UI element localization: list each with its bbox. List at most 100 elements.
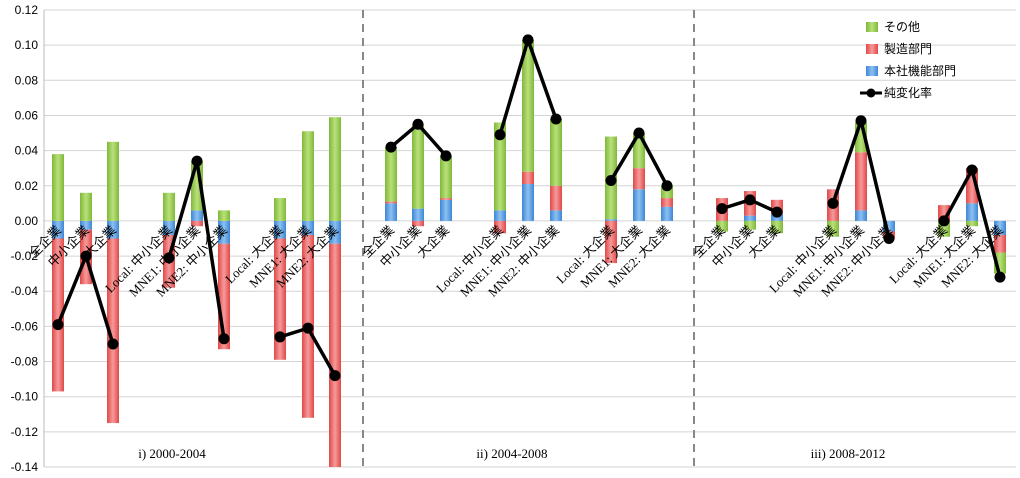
net-change-point: [661, 180, 673, 192]
bar-segment-other: [412, 124, 424, 209]
y-tick-label: 0.08: [15, 73, 39, 87]
bar-segment-hq: [107, 220, 119, 239]
bar-segment-hq: [412, 208, 424, 221]
bar-segment-manufacturing: [550, 185, 562, 211]
bar-segment-other: [385, 147, 397, 202]
legend-swatch-manufacturing: [866, 44, 878, 54]
bar-segment-hq: [440, 199, 452, 221]
bar-segment-manufacturing: [191, 220, 203, 227]
net-change-point: [771, 206, 783, 218]
bar-segment-manufacturing: [994, 234, 1006, 253]
bar-segment-manufacturing: [274, 238, 286, 360]
net-change-point: [716, 203, 728, 215]
y-tick-label: 0.02: [15, 179, 39, 193]
y-tick-label: -0.10: [11, 390, 39, 404]
bar-segment-other: [494, 122, 506, 211]
net-change-point: [385, 141, 397, 153]
net-change-point: [302, 322, 314, 334]
bar-segment-other: [302, 131, 314, 221]
bar-segment-manufacturing: [440, 198, 452, 200]
net-change-point: [80, 250, 92, 262]
bar-segment-hq: [883, 220, 895, 232]
bar-segment-hq: [661, 206, 673, 221]
legend-label-manufacturing: 製造部門: [884, 41, 932, 56]
net-change-point: [827, 197, 839, 209]
y-tick-label: -0.12: [11, 425, 39, 439]
bar-segment-manufacturing: [52, 238, 64, 392]
bar-segment-other: [744, 220, 756, 230]
bar-segment-other: [80, 192, 92, 221]
legend-label-net: 純変化率: [884, 85, 932, 100]
bar-segment-hq: [522, 184, 534, 221]
bar-segment-hq: [80, 220, 92, 230]
net-change-point: [329, 370, 341, 382]
category-label: 大企業: [414, 222, 452, 260]
net-change-point: [744, 194, 756, 206]
legend-swatch-hq: [866, 66, 878, 76]
bar-segment-hq: [329, 220, 341, 244]
net-change-point: [966, 164, 978, 176]
bar-segment-manufacturing: [385, 201, 397, 204]
bar-segment-hq: [994, 220, 1006, 235]
bar-segment-hq: [494, 210, 506, 221]
bar-segment-other: [550, 118, 562, 186]
y-tick-label: -0.14: [11, 460, 39, 474]
bar-segment-other: [274, 198, 286, 221]
y-tick-label: 0.06: [15, 108, 39, 122]
bar-segment-hq: [163, 220, 175, 235]
bar-segment-hq: [633, 189, 645, 221]
y-tick-label: 0.12: [15, 3, 39, 17]
bar-segment-manufacturing: [412, 220, 424, 227]
net-change-point: [994, 271, 1006, 283]
bar-segment-other: [966, 220, 978, 227]
net-change-point: [412, 118, 424, 130]
panel-titles: i) 2000-2004 ii) 2004-2008 iii) 2008-2012: [138, 446, 885, 461]
legend-swatch-other: [866, 22, 878, 32]
panel-title: i) 2000-2004: [138, 446, 206, 461]
bar-segment-manufacturing: [329, 243, 341, 467]
y-tick-label: -0.02: [11, 249, 39, 263]
net-change-point: [633, 127, 645, 139]
net-change-point: [107, 338, 119, 350]
y-tick-label: -0.06: [11, 319, 39, 333]
bar-segment-hq: [966, 203, 978, 221]
bar-segment-manufacturing: [107, 238, 119, 424]
net-change-point: [191, 155, 203, 167]
bar-segment-other: [52, 154, 64, 221]
bar-segment-hq: [855, 210, 867, 221]
y-axis: 0.12 0.10 0.08 0.06 0.04 0.02 0.00 -0.02 -0.04 -0…: [11, 3, 45, 474]
bar-segment-other: [440, 155, 452, 199]
panel-dividers: [362, 10, 695, 467]
net-change-point: [605, 174, 617, 186]
bar-segment-other: [218, 210, 230, 221]
bar-segment-manufacturing: [855, 152, 867, 211]
net-change-point: [522, 34, 534, 46]
y-tick-label: 0.10: [15, 38, 39, 52]
net-change-point: [274, 331, 286, 343]
bar-segment-other: [827, 220, 839, 237]
bar-segment-hq: [385, 203, 397, 221]
bar-segment-hq: [605, 219, 617, 221]
bar-segment-other: [522, 39, 534, 172]
bar-segment-hq: [274, 220, 286, 239]
bar-segment-manufacturing: [522, 171, 534, 185]
bar-segment-hq: [550, 210, 562, 221]
bar-segment-hq: [52, 220, 64, 239]
net-change-point: [855, 115, 867, 127]
bar-segment-hq: [302, 220, 314, 235]
legend-label-other: その他: [884, 20, 920, 34]
y-tick-label: 0.04: [15, 144, 39, 158]
bar-segment-manufacturing: [633, 168, 645, 190]
net-change-point: [440, 150, 452, 162]
bar-segment-manufacturing: [605, 220, 617, 264]
panel-title: ii) 2004-2008: [476, 446, 547, 461]
net-change-point: [550, 113, 562, 125]
bar-segment-hq: [191, 210, 203, 221]
bar-segment-other: [771, 220, 783, 234]
y-tick-label: -0.04: [11, 284, 39, 298]
y-tick-label: 0.00: [15, 214, 39, 228]
bar-segment-other: [163, 192, 175, 221]
y-tick-label: -0.08: [11, 355, 39, 369]
